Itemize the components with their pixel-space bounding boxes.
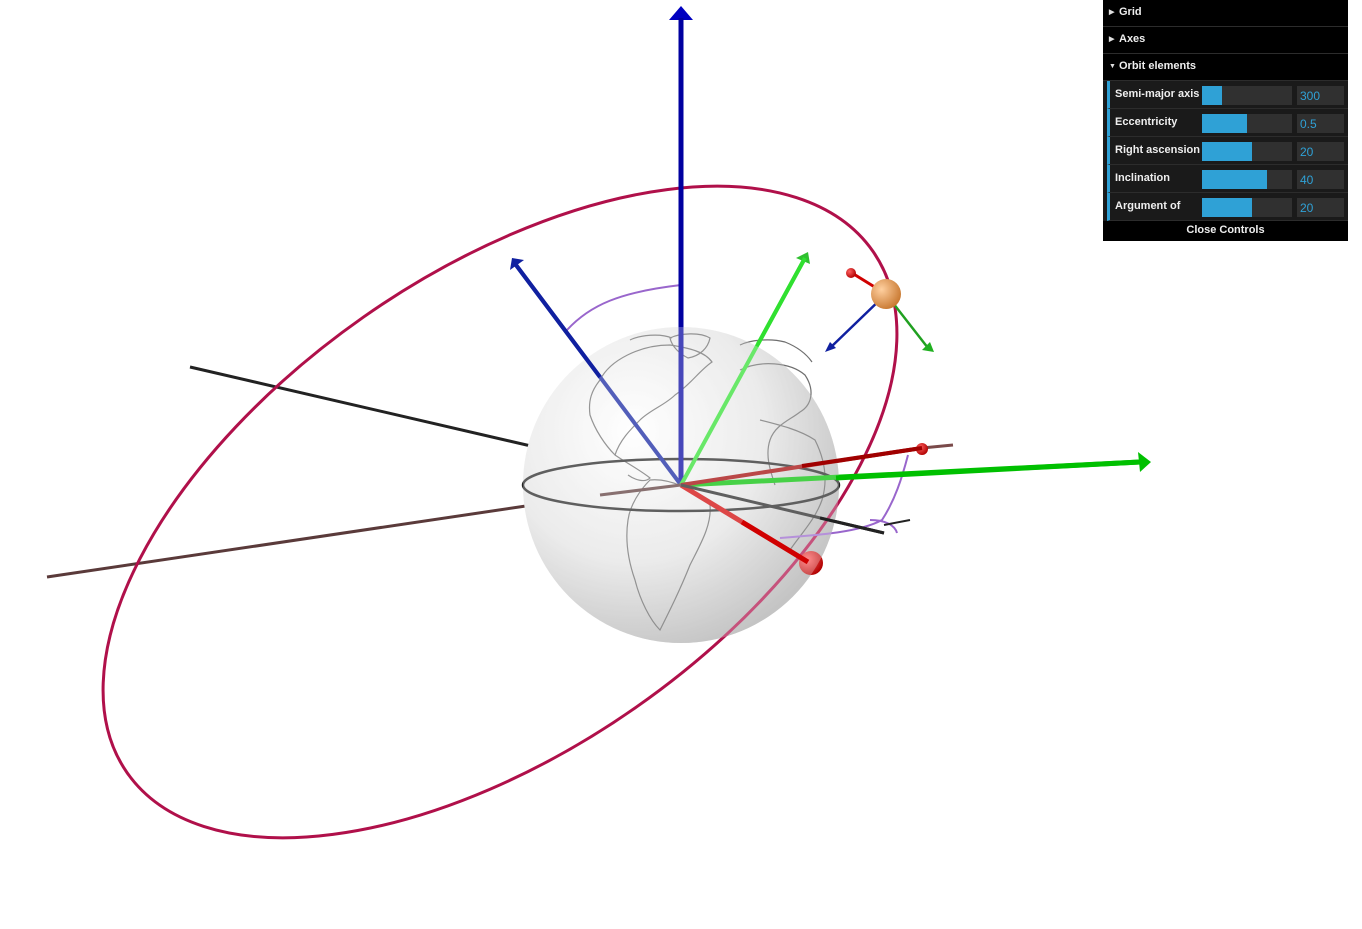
control-label: Inclination <box>1115 172 1170 184</box>
slider-fill <box>1202 114 1247 133</box>
right-ascension-input[interactable] <box>1297 142 1344 161</box>
satellite-sphere-icon <box>871 279 901 309</box>
apsides-line-back <box>46 493 601 579</box>
control-label: Semi-major axis <box>1115 88 1200 100</box>
slider-fill <box>1202 198 1253 217</box>
z-axis-arrow-icon <box>669 6 693 20</box>
folder-orbit-elements-label: Orbit elements <box>1119 60 1197 72</box>
close-controls-button[interactable]: Close Controls <box>1103 221 1348 241</box>
satellite-velocity-arrow-icon <box>922 342 934 352</box>
folder-axes-label: Axes <box>1119 33 1146 45</box>
slider-fill <box>1202 86 1222 105</box>
eccentricity-input[interactable] <box>1297 114 1344 133</box>
satellite <box>825 268 934 352</box>
slider-fill <box>1202 142 1253 161</box>
semi-major-axis-slider[interactable] <box>1202 86 1292 105</box>
orbit-normal-arrow-icon <box>510 258 524 270</box>
orbit-path <box>101 184 899 840</box>
control-label: Argument of <box>1115 200 1181 212</box>
control-label: Eccentricity <box>1115 116 1178 128</box>
argument-of-periapsis-input[interactable] <box>1297 198 1344 217</box>
inclination-slider[interactable] <box>1202 170 1292 189</box>
inclination-arc <box>566 284 682 331</box>
y-axis-arrow-icon <box>1138 452 1151 472</box>
triangle-right-icon: ▶ <box>1109 9 1115 16</box>
apsides-line-front <box>599 483 682 497</box>
control-semi-major-axis: Semi-major axis <box>1107 81 1348 109</box>
control-eccentricity: Eccentricity <box>1107 109 1348 137</box>
inclination-input[interactable] <box>1297 170 1344 189</box>
triangle-right-icon: ▶ <box>1109 36 1115 43</box>
control-right-ascension: Right ascension o <box>1107 137 1348 165</box>
control-argument-of-periapsis: Argument of <box>1107 193 1348 221</box>
folder-grid-label: Grid <box>1119 6 1142 18</box>
controls-panel: ▶ Grid ▶ Axes ▼ Orbit elements Semi-major a… <box>1103 0 1348 241</box>
satellite-radial-ball-icon <box>846 268 856 278</box>
line-of-nodes-tip <box>883 519 911 526</box>
control-inclination: Inclination <box>1107 165 1348 193</box>
folder-grid[interactable]: ▶ Grid <box>1103 0 1348 27</box>
x-axis-ball-icon <box>799 551 823 575</box>
argument-arc <box>779 454 909 539</box>
eccentricity-slider[interactable] <box>1202 114 1292 133</box>
semi-major-axis-input[interactable] <box>1297 86 1344 105</box>
triangle-down-icon: ▼ <box>1109 63 1116 70</box>
folder-axes[interactable]: ▶ Axes <box>1103 27 1348 54</box>
slider-fill <box>1202 170 1267 189</box>
control-label: Right ascension o <box>1115 144 1203 156</box>
folder-orbit-elements[interactable]: ▼ Orbit elements <box>1103 54 1348 81</box>
right-ascension-slider[interactable] <box>1202 142 1292 161</box>
satellite-normal-arrow-icon <box>825 342 836 352</box>
argument-of-periapsis-slider[interactable] <box>1202 198 1292 217</box>
